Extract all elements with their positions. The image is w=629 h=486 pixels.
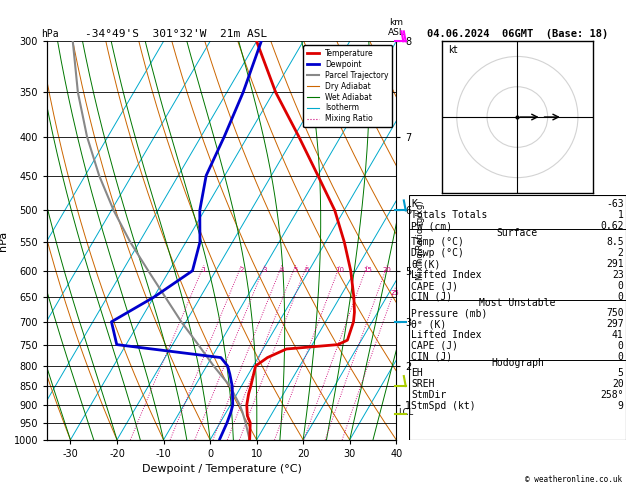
Text: 5: 5 — [293, 267, 298, 273]
Text: km
ASL: km ASL — [388, 18, 404, 37]
Text: 23: 23 — [612, 270, 624, 280]
Text: StmSpd (kt): StmSpd (kt) — [411, 401, 476, 411]
Text: StmDir: StmDir — [411, 390, 446, 400]
Text: CAPE (J): CAPE (J) — [411, 281, 458, 291]
Y-axis label: Mixing Ratio (g/kg): Mixing Ratio (g/kg) — [416, 201, 425, 280]
Legend: Temperature, Dewpoint, Parcel Trajectory, Dry Adiabat, Wet Adiabat, Isotherm, Mi: Temperature, Dewpoint, Parcel Trajectory… — [303, 45, 392, 127]
Y-axis label: hPa: hPa — [0, 230, 8, 251]
Text: θᵉ (K): θᵉ (K) — [411, 319, 446, 329]
Text: LCL: LCL — [398, 408, 413, 417]
Text: 20: 20 — [612, 379, 624, 389]
Text: Hodograph: Hodograph — [491, 358, 544, 368]
Text: 0: 0 — [618, 352, 624, 362]
Text: 3: 3 — [262, 267, 267, 273]
Text: kt: kt — [448, 45, 457, 55]
Text: 297: 297 — [606, 319, 624, 329]
Text: CAPE (J): CAPE (J) — [411, 341, 458, 351]
Text: -63: -63 — [606, 199, 624, 209]
Text: 25: 25 — [391, 290, 399, 296]
Text: SREH: SREH — [411, 379, 435, 389]
Text: Surface: Surface — [497, 227, 538, 238]
X-axis label: Dewpoint / Temperature (°C): Dewpoint / Temperature (°C) — [142, 465, 302, 474]
Text: 2: 2 — [239, 267, 243, 273]
Text: Temp (°C): Temp (°C) — [411, 238, 464, 247]
Text: 0: 0 — [618, 292, 624, 302]
Text: 0: 0 — [618, 341, 624, 351]
Text: 1: 1 — [618, 210, 624, 220]
Text: 10: 10 — [335, 267, 345, 273]
Text: 20: 20 — [383, 267, 392, 273]
Text: 6: 6 — [304, 267, 309, 273]
Text: 5: 5 — [618, 368, 624, 378]
Text: K: K — [411, 199, 417, 209]
Text: 258°: 258° — [600, 390, 624, 400]
Text: 15: 15 — [363, 267, 372, 273]
Text: 8.5: 8.5 — [606, 238, 624, 247]
Text: 2: 2 — [618, 248, 624, 259]
Text: 41: 41 — [612, 330, 624, 340]
Text: 0.62: 0.62 — [600, 221, 624, 231]
Text: 750: 750 — [606, 308, 624, 318]
Text: 1: 1 — [202, 267, 206, 273]
Text: Pressure (mb): Pressure (mb) — [411, 308, 487, 318]
Text: Most Unstable: Most Unstable — [479, 298, 555, 309]
Text: © weatheronline.co.uk: © weatheronline.co.uk — [525, 474, 621, 484]
Text: hPa: hPa — [41, 29, 58, 39]
Text: 0: 0 — [618, 281, 624, 291]
Text: -34°49'S  301°32'W  21m ASL: -34°49'S 301°32'W 21m ASL — [85, 29, 267, 39]
Text: EH: EH — [411, 368, 423, 378]
Text: Lifted Index: Lifted Index — [411, 270, 482, 280]
Text: θᵉ(K): θᵉ(K) — [411, 259, 440, 269]
Text: PW (cm): PW (cm) — [411, 221, 452, 231]
Text: CIN (J): CIN (J) — [411, 352, 452, 362]
Text: Lifted Index: Lifted Index — [411, 330, 482, 340]
Text: 4: 4 — [280, 267, 284, 273]
Text: 04.06.2024  06GMT  (Base: 18): 04.06.2024 06GMT (Base: 18) — [426, 29, 608, 39]
Text: Dewp (°C): Dewp (°C) — [411, 248, 464, 259]
Text: 9: 9 — [618, 401, 624, 411]
Text: 291: 291 — [606, 259, 624, 269]
Text: CIN (J): CIN (J) — [411, 292, 452, 302]
Text: Totals Totals: Totals Totals — [411, 210, 487, 220]
